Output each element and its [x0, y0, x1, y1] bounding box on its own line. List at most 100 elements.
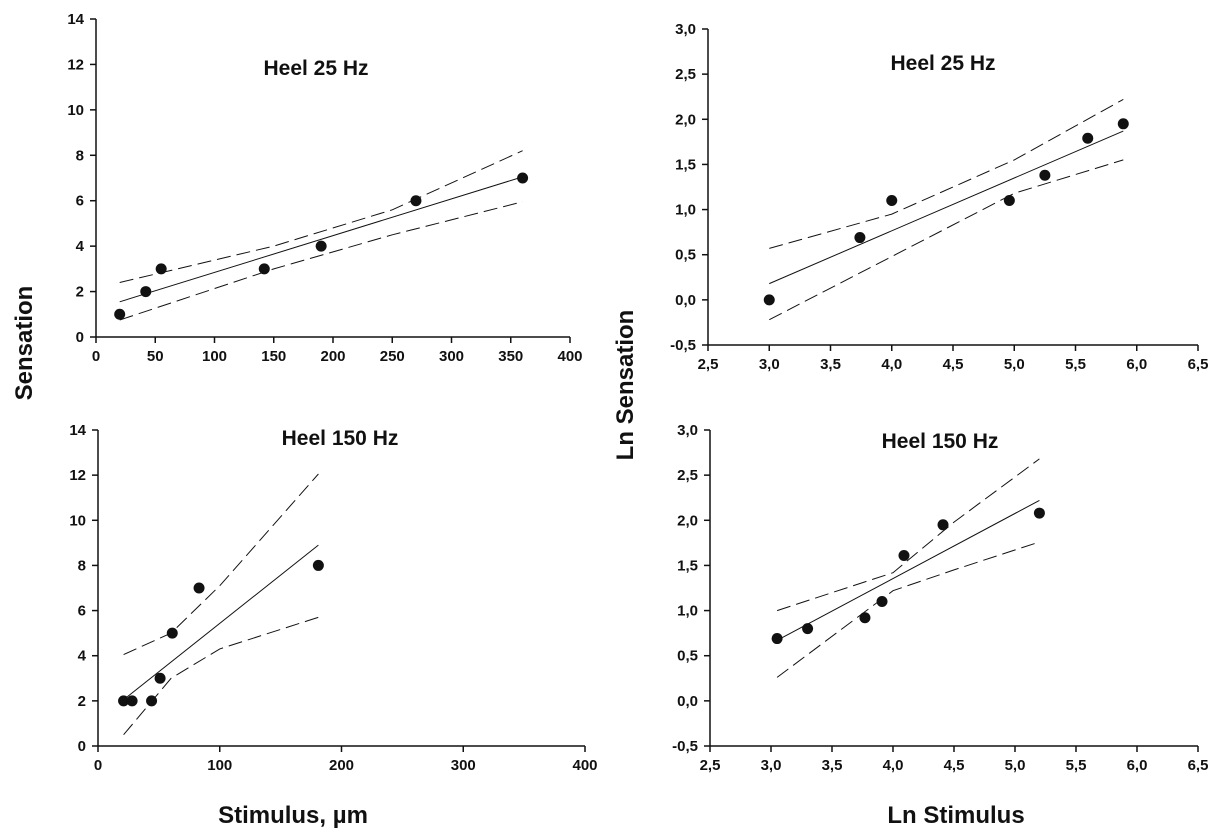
data-point: [140, 286, 152, 298]
y-tick-label: 4: [78, 648, 87, 665]
y-tick-label: 0: [78, 738, 86, 755]
y-tick-label: 0,5: [675, 247, 696, 264]
x-tick-label: 6,0: [1126, 356, 1147, 373]
y-tick-label: 1,5: [677, 557, 698, 574]
x-tick-label: 0: [92, 348, 100, 365]
y-tick-label: 12: [67, 56, 84, 73]
data-point: [154, 672, 166, 684]
y-tick-label: 1,0: [675, 202, 696, 219]
x-tick-label: 4,0: [883, 757, 904, 774]
x-tick-label: 150: [261, 348, 286, 365]
x-tick-label: 3,5: [820, 356, 841, 373]
data-point: [763, 294, 775, 306]
x-axis-label-left: Stimulus, µm: [218, 802, 368, 829]
y-tick-label: 0,0: [675, 292, 696, 309]
y-tick-label: 2,5: [675, 66, 696, 83]
data-point: [886, 195, 898, 207]
data-point: [312, 559, 324, 571]
data-point: [859, 612, 871, 624]
ci-upper-line: [769, 98, 1124, 249]
y-tick-label: 12: [69, 467, 86, 484]
data-point: [166, 627, 178, 639]
y-tick-label: 10: [69, 512, 86, 529]
x-tick-label: 100: [207, 757, 232, 774]
data-point: [898, 549, 910, 561]
chart-title: Heel 150 Hz: [882, 430, 999, 453]
x-tick-label: 5,0: [1005, 757, 1026, 774]
chart-title: Heel 150 Hz: [282, 427, 399, 450]
x-tick-label: 300: [439, 348, 464, 365]
x-tick-label: 400: [572, 757, 597, 774]
y-tick-label: 2,5: [677, 467, 698, 484]
data-point: [193, 582, 205, 594]
panel-heel-150-log: -0,5 0,0 0,5 1,0 1,5 2,0 2,5 3,0 2,5 3,0 3,5 4,0 4,5…: [672, 422, 1208, 774]
data-point: [517, 172, 529, 184]
data-point: [258, 263, 270, 275]
data-point: [126, 695, 138, 707]
y-axis-label-right: Ln Sensation: [612, 310, 639, 461]
data-point: [155, 263, 167, 275]
ci-lower-line: [123, 616, 319, 736]
data-point: [937, 519, 949, 531]
ci-lower-line: [776, 541, 1040, 678]
y-tick-label: 0,5: [677, 648, 698, 665]
x-tick-label: 50: [147, 348, 164, 365]
y-tick-label: 10: [67, 102, 84, 119]
ci-upper-line: [123, 473, 319, 656]
x-tick-label: 5,5: [1065, 356, 1086, 373]
y-tick-label: 0: [76, 329, 84, 346]
x-tick-label: 350: [498, 348, 523, 365]
x-tick-label: 4,5: [943, 356, 964, 373]
y-axis-label-left: Sensation: [11, 286, 38, 401]
y-tick-label: 14: [67, 11, 84, 28]
y-tick-label: 2: [78, 693, 86, 710]
data-point: [315, 240, 327, 252]
data-point: [854, 232, 866, 244]
x-tick-label: 6,0: [1127, 757, 1148, 774]
x-axis-label-right: Ln Stimulus: [887, 802, 1024, 829]
y-tick-label: -0,5: [670, 337, 696, 354]
y-tick-label: 3,0: [677, 422, 698, 439]
x-tick-label: 200: [320, 348, 345, 365]
ci-lower-line: [769, 159, 1124, 321]
chart-title: Heel 25 Hz: [890, 52, 995, 75]
x-tick-label: 6,5: [1188, 356, 1209, 373]
y-tick-label: 8: [78, 557, 86, 574]
chart-title: Heel 25 Hz: [263, 57, 368, 80]
y-tick-label: 8: [76, 147, 84, 164]
x-tick-label: 4,5: [944, 757, 965, 774]
data-point: [1033, 507, 1045, 519]
y-tick-label: 6: [76, 193, 84, 210]
x-tick-label: 250: [380, 348, 405, 365]
data-point: [114, 308, 126, 320]
fit-line: [119, 176, 523, 303]
y-tick-label: -0,5: [672, 738, 698, 755]
data-point: [1082, 132, 1094, 144]
x-tick-label: 3,0: [759, 356, 780, 373]
y-tick-label: 6: [78, 603, 86, 620]
data-point: [118, 695, 130, 707]
y-tick-label: 1,0: [677, 603, 698, 620]
x-tick-label: 3,5: [822, 757, 843, 774]
y-tick-label: 1,5: [675, 156, 696, 173]
x-tick-label: 100: [202, 348, 227, 365]
x-tick-label: 3,0: [761, 757, 782, 774]
x-tick-label: 5,5: [1066, 757, 1087, 774]
y-tick-label: 0,0: [677, 693, 698, 710]
x-tick-label: 400: [557, 348, 582, 365]
data-point: [410, 195, 422, 207]
y-tick-label: 2,0: [677, 512, 698, 529]
x-tick-label: 200: [329, 757, 354, 774]
ci-lower-line: [119, 201, 523, 321]
y-tick-label: 2: [76, 284, 84, 301]
data-point: [1117, 118, 1129, 130]
x-tick-label: 5,0: [1004, 356, 1025, 373]
data-point: [1003, 195, 1015, 207]
y-tick-label: 2,0: [675, 111, 696, 128]
data-point: [876, 596, 888, 608]
fit-line: [776, 499, 1040, 641]
panel-heel-150-linear: 0 2 4 6 8 10 12 14 0 100 200 300 400 Heel 150 Hz: [69, 422, 597, 774]
data-point: [802, 623, 814, 635]
x-tick-label: 300: [451, 757, 476, 774]
